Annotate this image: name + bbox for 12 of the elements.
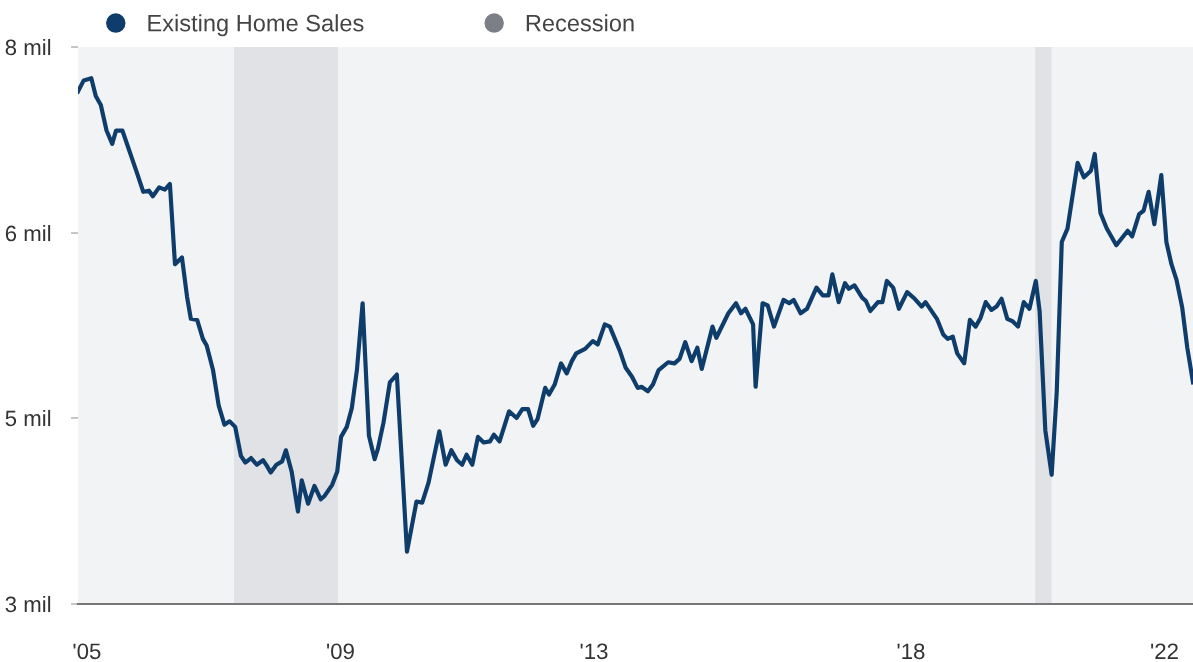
legend-label: Existing Home Sales bbox=[148, 14, 364, 37]
x-tick-label: '09 bbox=[327, 643, 354, 660]
y-tick-label: 5 mil bbox=[5, 409, 51, 427]
y-tick-label: 6 mil bbox=[5, 224, 51, 242]
x-tick-label: '22 bbox=[1151, 643, 1178, 659]
y-tick-label: 3 mil bbox=[5, 595, 51, 613]
x-tick-label: '05 bbox=[73, 643, 101, 660]
legend-label: Recession bbox=[526, 14, 634, 32]
y-tick-label: 8 mil bbox=[5, 38, 51, 56]
x-tick-label: '18 bbox=[897, 643, 925, 660]
line-series bbox=[78, 76, 1193, 554]
x-tick-label: '13 bbox=[580, 643, 608, 660]
